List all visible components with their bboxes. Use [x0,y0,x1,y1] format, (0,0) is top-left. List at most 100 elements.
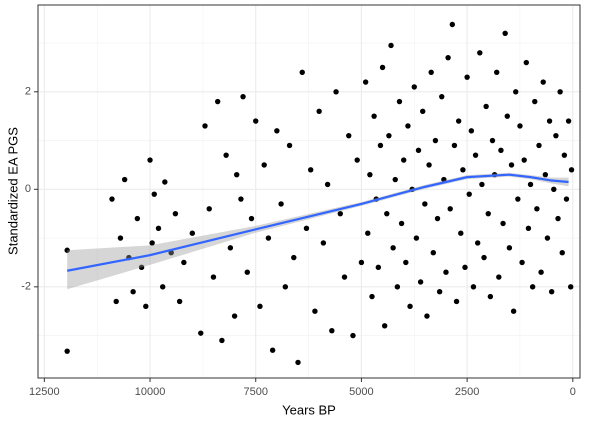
point [436,288,443,295]
point [451,142,458,149]
point [291,254,297,261]
point [417,279,424,285]
point [286,142,293,149]
point [538,269,544,275]
point [337,210,343,217]
smooth-line [66,173,569,272]
point [198,330,204,336]
point [462,264,468,271]
point [117,235,124,241]
point [407,303,413,310]
point [468,128,475,134]
point [405,123,411,129]
point [155,225,162,232]
point [253,118,259,124]
point [553,132,559,139]
point [548,288,555,295]
point [240,93,246,100]
point [143,303,149,310]
point [447,206,453,212]
point [367,171,373,178]
point [64,348,70,354]
point [415,147,422,153]
point [527,181,534,188]
point [557,89,563,95]
point [517,123,523,129]
point [329,328,335,334]
point [477,50,483,56]
point [320,240,327,246]
point [532,98,538,105]
point [519,259,525,266]
point [134,215,141,222]
point [316,108,322,114]
point [555,215,561,222]
point [426,162,432,168]
point [529,284,536,290]
point [445,54,451,61]
point [513,89,519,95]
point [381,323,388,329]
point [312,308,318,314]
point [502,30,508,36]
point [362,79,369,85]
point [109,196,115,202]
point [496,274,502,280]
point [401,157,407,163]
point [551,186,557,193]
point [358,259,365,266]
point [510,308,517,314]
x-tick-label: 2500 [455,386,479,398]
point [398,220,405,227]
point [481,254,487,261]
point [219,337,225,344]
point [432,137,439,144]
point [377,142,384,149]
point [299,69,305,75]
x-tick-label: 5000 [349,386,373,398]
point [278,201,284,207]
point [151,191,157,197]
point [162,179,168,185]
point [396,98,403,105]
confidence-band [67,172,569,290]
point [563,196,570,202]
point [365,230,371,236]
point [485,210,491,217]
point [494,69,500,75]
point [261,162,267,168]
point [523,59,530,66]
point [295,359,301,366]
point [411,84,417,90]
point [379,64,386,71]
point [269,347,276,353]
y-tick-label: 0 [25,183,31,195]
point [350,332,356,339]
point [149,240,155,246]
point [113,298,119,305]
point [546,118,553,124]
point [227,245,234,251]
y-tick-label: -2 [21,281,31,293]
point [430,249,436,256]
point [303,225,310,232]
point [479,181,485,188]
point [483,103,489,110]
point [257,303,263,310]
point [525,225,532,232]
point [238,196,244,202]
point [202,123,208,129]
point [542,171,549,178]
point [244,269,250,275]
point [64,247,70,253]
point [172,210,179,217]
point [234,171,240,178]
point [265,235,272,241]
y-tick-label: 2 [25,86,31,98]
point [559,249,565,256]
point [371,113,377,119]
point [176,298,183,305]
point [324,181,331,188]
point [561,152,568,158]
point [223,152,229,158]
